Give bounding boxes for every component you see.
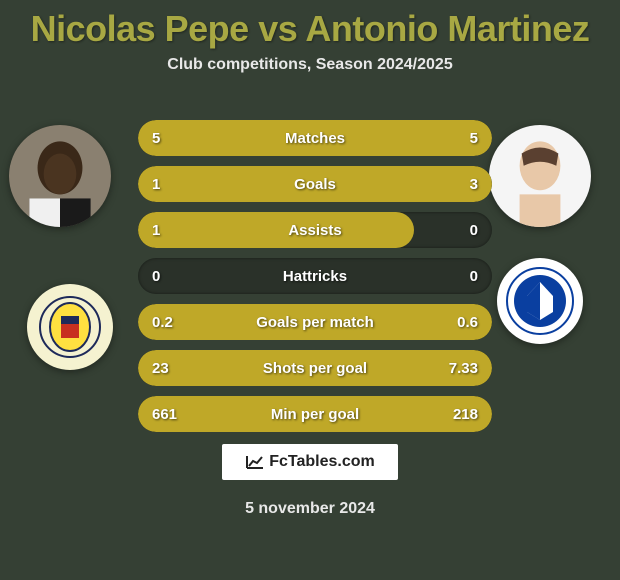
date-label: 5 november 2024 bbox=[0, 500, 620, 518]
stat-row: 237.33Shots per goal bbox=[138, 350, 492, 386]
stat-label: Shots per goal bbox=[138, 350, 492, 386]
stat-label: Goals bbox=[138, 166, 492, 202]
left-player-avatar bbox=[9, 125, 111, 227]
right-player-avatar bbox=[489, 125, 591, 227]
page-title: Nicolas Pepe vs Antonio Martinez bbox=[0, 0, 620, 50]
stat-row: 13Goals bbox=[138, 166, 492, 202]
person-icon bbox=[489, 125, 591, 227]
stat-label: Matches bbox=[138, 120, 492, 156]
right-club-logo bbox=[497, 258, 583, 344]
subtitle: Club competitions, Season 2024/2025 bbox=[0, 56, 620, 74]
club-crest-icon bbox=[39, 296, 101, 358]
stat-row: 661218Min per goal bbox=[138, 396, 492, 432]
stat-label: Assists bbox=[138, 212, 492, 248]
club-crest-icon bbox=[505, 266, 575, 336]
stat-row: 10Assists bbox=[138, 212, 492, 248]
chart-icon bbox=[245, 454, 265, 470]
brand-badge: FcTables.com bbox=[222, 444, 398, 480]
person-icon bbox=[9, 125, 111, 227]
stat-label: Goals per match bbox=[138, 304, 492, 340]
stat-row: 55Matches bbox=[138, 120, 492, 156]
stats-rows: 55Matches 13Goals 10Assists 00Hattricks 0.20… bbox=[138, 120, 492, 442]
left-club-logo bbox=[27, 284, 113, 370]
stat-label: Hattricks bbox=[138, 258, 492, 294]
stat-row: 0.20.6Goals per match bbox=[138, 304, 492, 340]
brand-text: FcTables.com bbox=[269, 453, 375, 471]
stat-label: Min per goal bbox=[138, 396, 492, 432]
stat-row: 00Hattricks bbox=[138, 258, 492, 294]
